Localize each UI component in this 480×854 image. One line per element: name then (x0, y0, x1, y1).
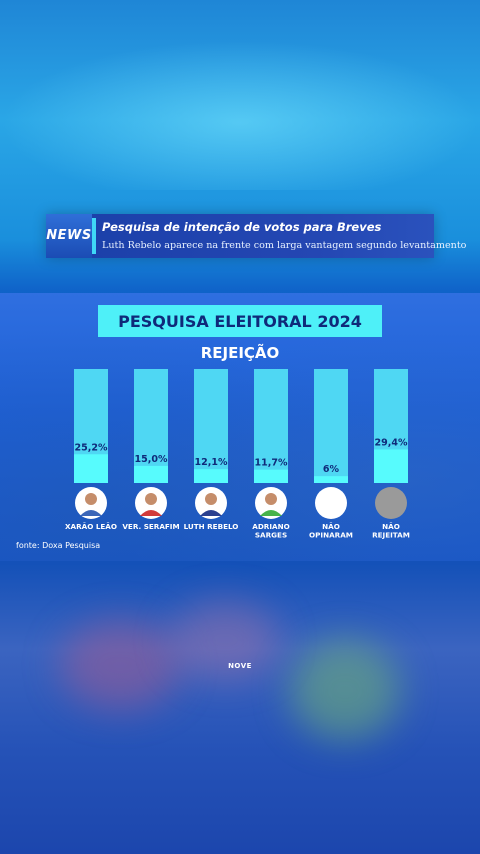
bar-value-label: 6% (323, 464, 340, 475)
category-label: NÃO (322, 522, 340, 531)
avatar-body-icon (260, 510, 282, 516)
avatar-face-icon (145, 493, 157, 505)
bar (194, 469, 228, 483)
watermark-logo: NOVE (228, 662, 252, 670)
bar-track (314, 369, 348, 483)
bar (74, 454, 108, 483)
bar (374, 449, 408, 483)
news-title: Pesquisa de intenção de votos para Breve… (102, 220, 382, 234)
bar-track (254, 369, 288, 483)
category-label: XARÃO LEÃO (65, 522, 117, 531)
news-badge: NEWS (46, 214, 92, 258)
category-label: ADRIANO (252, 522, 289, 531)
avatar-body-icon (200, 510, 222, 516)
chart-title-box: PESQUISA ELEITORAL 2024 (98, 305, 382, 337)
category-label: NÃO (382, 522, 400, 531)
category-label: REJEITAM (372, 531, 410, 540)
chart-title: PESQUISA ELEITORAL 2024 (118, 311, 362, 331)
blank-gray-circle-icon (375, 487, 407, 519)
avatar-face-icon (85, 493, 97, 505)
bar (254, 469, 288, 483)
category-label: SARGES (255, 531, 287, 540)
news-banner: NEWS Pesquisa de intenção de votos para … (46, 214, 467, 258)
chart-panel: PESQUISA ELEITORAL 2024 REJEIÇÃO 25,2% XA… (0, 293, 480, 561)
chart-subtitle: REJEIÇÃO (200, 344, 280, 362)
source-note: fonte: Doxa Pesquisa (16, 541, 101, 550)
background-blur (60, 620, 180, 710)
blank-white-circle-icon (315, 487, 347, 519)
category-label: LUTH REBELO (184, 522, 239, 531)
avatar-body-icon (140, 510, 162, 516)
rejection-bar-chart: 25,2% XARÃO LEÃO 15,0% VER. SERAFIM 12,1% LUT… (65, 369, 410, 540)
background-blur (170, 600, 280, 680)
category-label: VER. SERAFIM (122, 522, 179, 531)
bar (134, 465, 168, 483)
avatar-face-icon (265, 493, 277, 505)
bar (314, 476, 348, 483)
avatar-face-icon (205, 493, 217, 505)
news-subtitle: Luth Rebelo aparece na frente com larga … (102, 240, 467, 251)
bar-value-label: 25,2% (75, 442, 108, 453)
bar-track (194, 369, 228, 483)
bar-value-label: 15,0% (135, 454, 168, 465)
news-divider (92, 218, 96, 254)
bar-value-label: 29,4% (375, 437, 408, 448)
bar-value-label: 11,7% (255, 458, 288, 469)
background-blur (290, 640, 400, 740)
background-glow (0, 40, 480, 190)
avatar-body-icon (80, 510, 102, 516)
bar-track (134, 369, 168, 483)
category-label: OPINARAM (309, 531, 353, 540)
bar-value-label: 12,1% (195, 457, 228, 468)
